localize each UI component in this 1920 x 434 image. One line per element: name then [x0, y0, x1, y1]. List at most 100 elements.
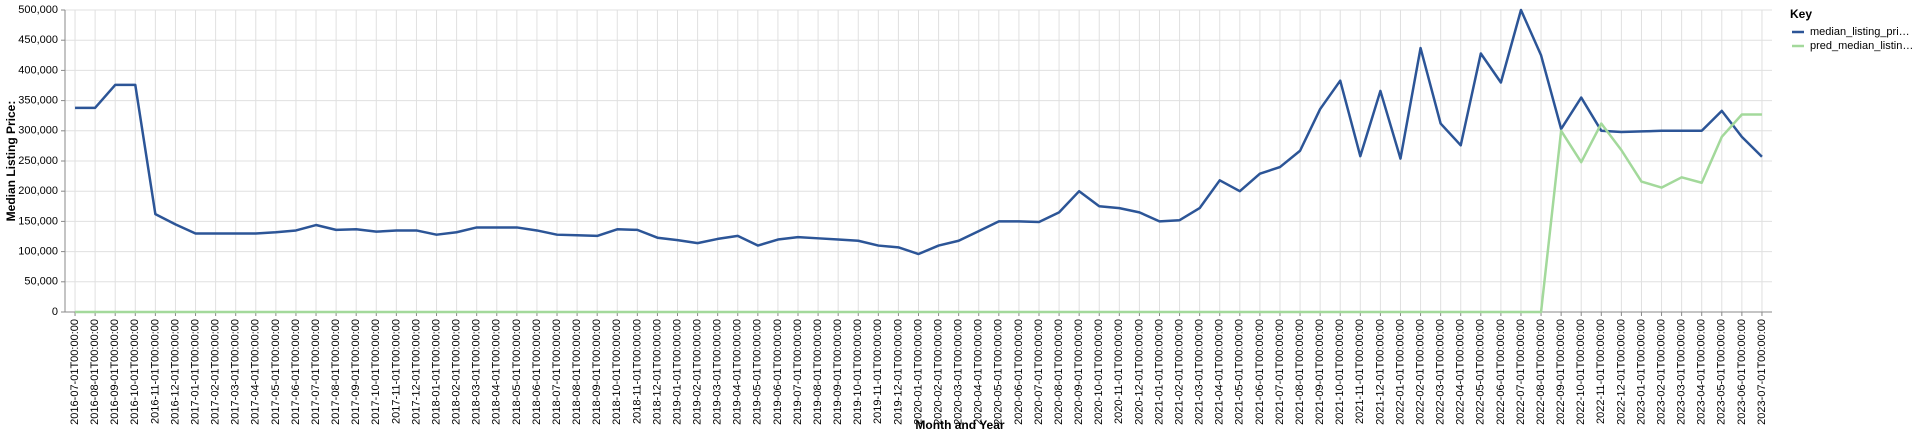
x-tick-label: 2022-06-01T00:00:00: [1495, 319, 1507, 425]
x-tick-label: 2022-02-01T00:00:00: [1414, 319, 1426, 425]
y-tick-label: 100,000: [18, 246, 58, 258]
x-tick-label: 2022-05-01T00:00:00: [1475, 319, 1487, 425]
x-tick-label: 2020-06-01T00:00:00: [1013, 319, 1025, 425]
x-tick-label: 2023-04-01T00:00:00: [1696, 319, 1708, 425]
x-tick-label: 2016-07-01T00:00:00: [69, 319, 81, 425]
x-tick-label: 2021-07-01T00:00:00: [1274, 319, 1286, 425]
y-tick-label: 500,000: [18, 4, 58, 16]
y-tick-label: 350,000: [18, 95, 58, 107]
x-tick-label: 2017-07-01T00:00:00: [310, 319, 322, 425]
x-tick-label: 2018-02-01T00:00:00: [451, 319, 463, 425]
x-tick-label: 2023-07-01T00:00:00: [1756, 319, 1768, 425]
x-tick-label: 2021-04-01T00:00:00: [1214, 319, 1226, 425]
x-tick-label: 2018-07-01T00:00:00: [551, 319, 563, 425]
y-tick-label: 50,000: [24, 276, 58, 288]
x-tick-label: 2018-12-01T00:00:00: [651, 319, 663, 425]
x-tick-label: 2023-01-01T00:00:00: [1635, 319, 1647, 425]
legend-title: Key: [1790, 7, 1812, 21]
x-tick-label: 2020-09-01T00:00:00: [1073, 319, 1085, 425]
x-tick-label: 2019-03-01T00:00:00: [712, 319, 724, 425]
x-tick-label: 2017-04-01T00:00:00: [250, 319, 262, 425]
x-tick-label: 2020-11-01T00:00:00: [1113, 319, 1125, 424]
x-tick-label: 2019-10-01T00:00:00: [852, 319, 864, 425]
x-tick-label: 2021-03-01T00:00:00: [1194, 319, 1206, 425]
x-tick-label: 2022-01-01T00:00:00: [1394, 319, 1406, 425]
y-tick-label: 150,000: [18, 215, 58, 227]
y-axis-title: Median Listing Price:: [4, 101, 18, 222]
data-line: [75, 113, 1762, 314]
x-tick-label: 2016-09-01T00:00:00: [109, 319, 121, 425]
x-tick-label: 2017-05-01T00:00:00: [270, 319, 282, 425]
y-tick-label: 450,000: [18, 34, 58, 46]
x-tick-label: 2017-02-01T00:00:00: [210, 319, 222, 425]
x-tick-label: 2023-03-01T00:00:00: [1676, 319, 1688, 425]
x-tick-label: 2021-11-01T00:00:00: [1354, 319, 1366, 424]
data-line: [75, 8, 1763, 256]
x-tick-label: 2020-08-01T00:00:00: [1053, 319, 1065, 425]
x-tick-label: 2016-08-01T00:00:00: [89, 319, 101, 425]
x-axis-title: Month and Year: [915, 418, 1004, 432]
x-tick-label: 2018-09-01T00:00:00: [591, 319, 603, 425]
x-tick-label: 2022-03-01T00:00:00: [1435, 319, 1447, 425]
x-tick-label: 2021-06-01T00:00:00: [1254, 319, 1266, 425]
y-tick-label: 200,000: [18, 185, 58, 197]
y-tick-label: 0: [52, 306, 58, 318]
x-tick-label: 2017-08-01T00:00:00: [330, 319, 342, 425]
x-tick-label: 2019-01-01T00:00:00: [671, 319, 683, 425]
x-tick-label: 2019-04-01T00:00:00: [732, 319, 744, 425]
x-tick-label: 2020-04-01T00:00:00: [973, 319, 985, 425]
x-tick-label: 2017-03-01T00:00:00: [230, 319, 242, 425]
x-tick-label: 2018-05-01T00:00:00: [511, 319, 523, 425]
x-tick-label: 2018-10-01T00:00:00: [611, 319, 623, 425]
legend-label: pred_median_listin…: [1810, 40, 1913, 52]
x-tick-label: 2022-07-01T00:00:00: [1515, 319, 1527, 425]
x-tick-label: 2020-02-01T00:00:00: [932, 319, 944, 425]
x-tick-label: 2019-05-01T00:00:00: [752, 319, 764, 425]
x-tick-label: 2019-02-01T00:00:00: [692, 319, 704, 425]
x-tick-label: 2021-10-01T00:00:00: [1334, 319, 1346, 425]
x-tick-label: 2017-10-01T00:00:00: [370, 319, 382, 425]
x-tick-label: 2019-09-01T00:00:00: [832, 319, 844, 425]
x-tick-label: 2017-11-01T00:00:00: [390, 319, 402, 424]
x-tick-label: 2020-05-01T00:00:00: [993, 319, 1005, 425]
x-tick-label: 2019-07-01T00:00:00: [792, 319, 804, 425]
y-tick-label: 250,000: [18, 155, 58, 167]
x-tick-label: 2021-09-01T00:00:00: [1314, 319, 1326, 425]
x-tick-label: 2019-06-01T00:00:00: [772, 319, 784, 425]
x-tick-label: 2020-07-01T00:00:00: [1033, 319, 1045, 425]
x-tick-label: 2023-06-01T00:00:00: [1736, 319, 1748, 425]
x-tick-label: 2021-08-01T00:00:00: [1294, 319, 1306, 425]
x-tick-label: 2019-11-01T00:00:00: [872, 319, 884, 424]
x-tick-label: 2022-11-01T00:00:00: [1595, 319, 1607, 424]
x-tick-label: 2016-12-01T00:00:00: [169, 319, 181, 425]
x-tick-label: 2019-08-01T00:00:00: [812, 319, 824, 425]
x-tick-label: 2017-09-01T00:00:00: [350, 319, 362, 425]
x-tick-label: 2018-06-01T00:00:00: [531, 319, 543, 425]
x-tick-label: 2022-10-01T00:00:00: [1575, 319, 1587, 425]
x-tick-label: 2021-12-01T00:00:00: [1374, 319, 1386, 425]
x-tick-label: 2016-10-01T00:00:00: [129, 319, 141, 425]
legend-label: median_listing_pri…: [1810, 26, 1910, 38]
x-tick-label: 2023-02-01T00:00:00: [1655, 319, 1667, 425]
x-tick-label: 2022-12-01T00:00:00: [1615, 319, 1627, 425]
x-tick-label: 2018-01-01T00:00:00: [430, 319, 442, 425]
y-tick-label: 400,000: [18, 64, 58, 76]
x-tick-label: 2020-03-01T00:00:00: [953, 319, 965, 425]
x-tick-label: 2020-12-01T00:00:00: [1133, 319, 1145, 425]
x-tick-label: 2022-04-01T00:00:00: [1455, 319, 1467, 425]
x-tick-label: 2019-12-01T00:00:00: [892, 319, 904, 425]
x-tick-label: 2017-12-01T00:00:00: [410, 319, 422, 425]
x-tick-label: 2018-08-01T00:00:00: [571, 319, 583, 425]
x-tick-label: 2018-11-01T00:00:00: [631, 319, 643, 424]
x-tick-label: 2021-02-01T00:00:00: [1173, 319, 1185, 425]
x-tick-label: 2018-03-01T00:00:00: [471, 319, 483, 425]
x-tick-label: 2020-01-01T00:00:00: [912, 319, 924, 425]
x-tick-label: 2018-04-01T00:00:00: [491, 319, 503, 425]
x-tick-label: 2017-01-01T00:00:00: [189, 319, 201, 425]
x-tick-label: 2016-11-01T00:00:00: [149, 319, 161, 424]
y-tick-label: 300,000: [18, 125, 58, 137]
x-tick-label: 2022-08-01T00:00:00: [1535, 319, 1547, 425]
x-tick-label: 2021-01-01T00:00:00: [1153, 319, 1165, 425]
x-tick-label: 2022-09-01T00:00:00: [1555, 319, 1567, 425]
